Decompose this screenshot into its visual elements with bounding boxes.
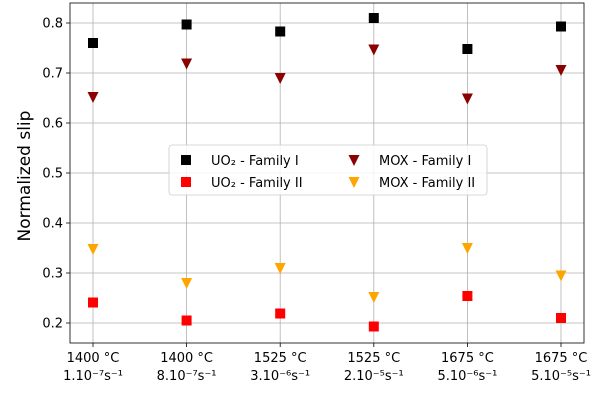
data-point-series-0 bbox=[556, 21, 566, 32]
x-tick-label-rate: 3.10⁻⁶s⁻¹ bbox=[250, 369, 310, 384]
x-tick-label-rate: 5.10⁻⁶s⁻¹ bbox=[437, 369, 497, 384]
data-point-series-1 bbox=[556, 313, 566, 323]
y-tick-label: 0.3 bbox=[42, 267, 63, 282]
data-point-series-1 bbox=[462, 291, 473, 301]
legend-marker bbox=[348, 155, 360, 166]
data-point-series-2 bbox=[87, 92, 99, 103]
legend-box bbox=[168, 144, 488, 196]
data-point-series-2 bbox=[368, 44, 380, 56]
data-point-series-2 bbox=[461, 93, 473, 105]
data-point-series-1 bbox=[275, 308, 286, 319]
data-point-series-1 bbox=[368, 321, 379, 332]
x-tick-label-temperature: 1675 °C bbox=[535, 351, 588, 366]
data-point-series-3 bbox=[461, 243, 473, 254]
y-tick-label: 0.5 bbox=[42, 167, 63, 182]
data-point-series-2 bbox=[181, 58, 193, 70]
y-tick-label: 0.8 bbox=[42, 17, 63, 32]
data-point-series-0 bbox=[368, 13, 379, 23]
data-point-series-1 bbox=[181, 315, 192, 326]
y-tick-label: 0.6 bbox=[42, 117, 63, 132]
y-tick-label: 0.4 bbox=[42, 217, 63, 232]
legend-label: UO₂ - Family I bbox=[211, 154, 299, 169]
axes: 0.2 0.3 0.4 0.5 0.6 0.7 0.8 1400 °C 1.10⁻⁷s⁻¹ 140… bbox=[42, 2, 591, 384]
data-point-series-3 bbox=[368, 292, 380, 303]
x-tick-label-temperature: 1525 °C bbox=[347, 351, 400, 366]
grid bbox=[70, 3, 584, 343]
data-point-series-3 bbox=[87, 244, 99, 255]
x-tick-label-rate: 5.10⁻⁵s⁻¹ bbox=[531, 369, 591, 384]
data-point-series-0 bbox=[462, 44, 473, 54]
data-point-series-1 bbox=[88, 297, 98, 308]
data-point-series-3 bbox=[555, 270, 567, 282]
x-tick-label-temperature: 1675 °C bbox=[441, 351, 494, 366]
data-point-series-0 bbox=[88, 38, 98, 48]
data-point-series-2 bbox=[274, 73, 286, 84]
x-tick-label-temperature: 1525 °C bbox=[254, 351, 307, 366]
y-tick-label: 0.2 bbox=[42, 317, 63, 332]
x-tick-label-temperature: 1400 °C bbox=[67, 351, 120, 366]
legend: UO₂ - Family I UO₂ - Family II MOX - Famil… bbox=[168, 144, 488, 196]
y-axis-label: Normalized slip bbox=[15, 111, 35, 242]
data-marks bbox=[87, 13, 567, 332]
legend-label: UO₂ - Family II bbox=[211, 176, 303, 191]
legend-marker bbox=[348, 177, 360, 188]
data-point-series-2 bbox=[555, 65, 567, 76]
x-tick-label-rate: 8.10⁻⁷s⁻¹ bbox=[157, 369, 217, 384]
legend-marker bbox=[181, 155, 191, 165]
data-point-series-0 bbox=[181, 19, 192, 30]
y-tick-label: 0.7 bbox=[42, 67, 63, 82]
data-point-series-0 bbox=[275, 26, 286, 37]
legend-marker bbox=[181, 177, 191, 187]
x-tick-label-rate: 2.10⁻⁵s⁻¹ bbox=[344, 369, 404, 384]
legend-label: MOX - Family I bbox=[379, 154, 471, 169]
data-point-series-3 bbox=[274, 263, 286, 274]
x-tick-label-rate: 1.10⁻⁷s⁻¹ bbox=[63, 369, 123, 384]
x-tick-label-temperature: 1400 °C bbox=[160, 351, 213, 366]
legend-label: MOX - Family II bbox=[379, 176, 475, 191]
data-point-series-3 bbox=[181, 278, 193, 289]
